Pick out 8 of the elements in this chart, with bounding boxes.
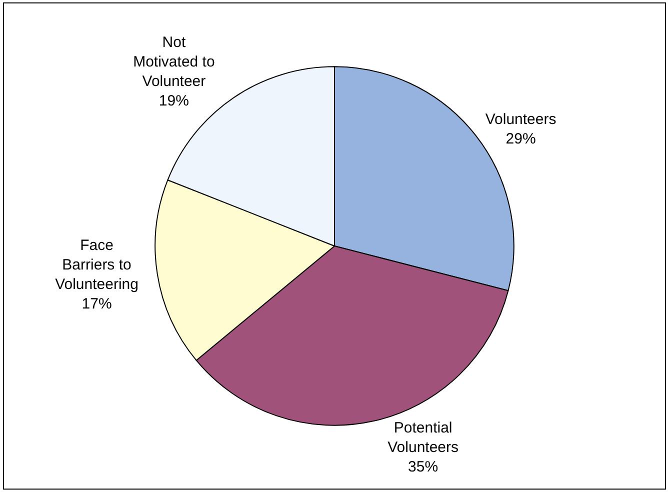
slice-label: Volunteers [485,110,556,128]
data-label: 35% [408,458,438,476]
data-label: 17% [82,296,112,313]
slice-label: Potential Volunteers [388,420,459,456]
data-label: 19% [158,92,189,110]
data-label: 29% [506,130,536,148]
slice-label: Face Barriers to Volunteering [55,237,138,294]
slice-label: Not Motivated to Volunteer [133,34,215,90]
